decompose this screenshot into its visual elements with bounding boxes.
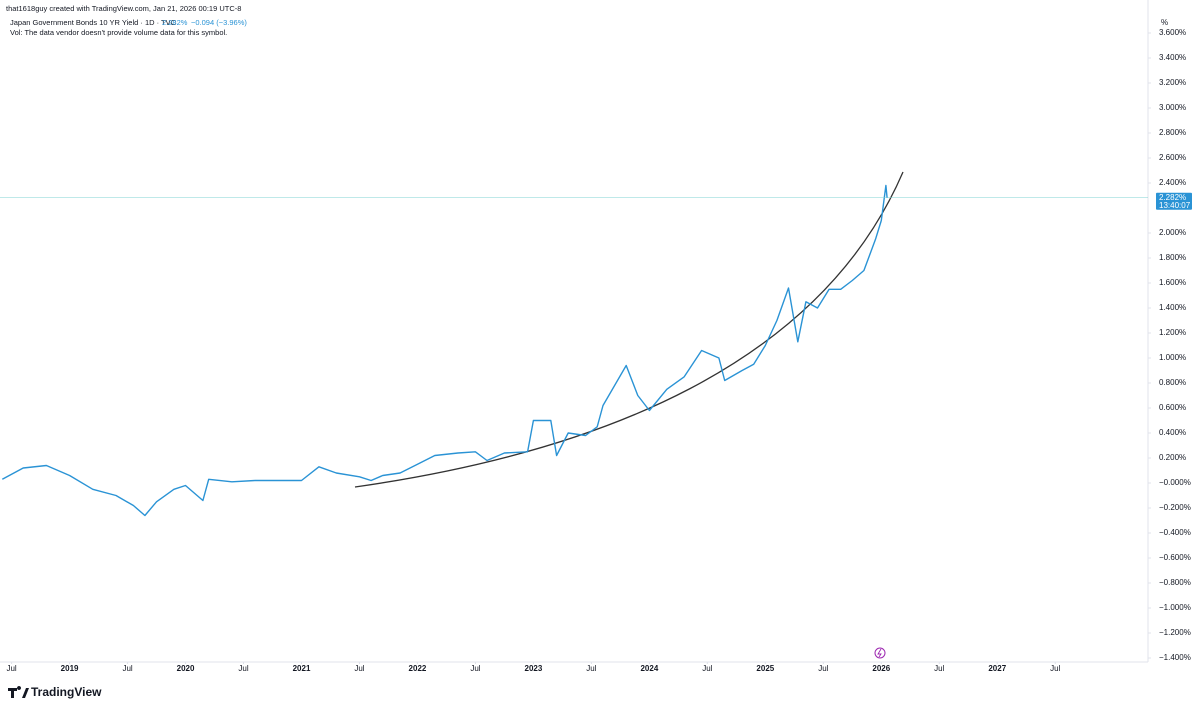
x-tick-label: Jul xyxy=(586,664,596,673)
y-tick-label: 1.600% xyxy=(1159,278,1186,287)
x-tick-label: 2026 xyxy=(872,664,890,673)
countdown: 13:40:07 xyxy=(1159,201,1191,210)
x-tick-label: 2027 xyxy=(988,664,1006,673)
trend-curve xyxy=(354,171,904,488)
x-tick-label: 2023 xyxy=(525,664,543,673)
y-tick-label: −0.000% xyxy=(1159,478,1191,487)
last-value: 2.282% xyxy=(162,18,188,27)
x-tick-label: Jul xyxy=(122,664,132,673)
volume-note: Vol: The data vendor doesn't provide vol… xyxy=(10,28,227,37)
x-tick-label: Jul xyxy=(818,664,828,673)
x-tick-label: 2024 xyxy=(640,664,658,673)
price-label: 2.282% xyxy=(1159,193,1186,202)
price-label-box xyxy=(1156,192,1192,210)
x-tick-label: Jul xyxy=(1050,664,1060,673)
x-tick-label: 2025 xyxy=(756,664,774,673)
y-tick-label: 0.800% xyxy=(1159,378,1186,387)
credit: that1618guy created with TradingView.com… xyxy=(6,4,241,13)
x-tick-label: 2019 xyxy=(61,664,79,673)
y-tick-label: 3.400% xyxy=(1159,53,1186,62)
x-tick-label: 2022 xyxy=(409,664,427,673)
y-tick-label: 2.000% xyxy=(1159,228,1186,237)
brand: TradingView xyxy=(31,685,102,699)
x-tick-label: 2021 xyxy=(293,664,311,673)
y-tick-label: 2.800% xyxy=(1159,128,1186,137)
y-tick-label: 0.600% xyxy=(1159,403,1186,412)
symbol-title: Japan Government Bonds 10 YR Yield · 1D … xyxy=(10,18,177,27)
x-tick-label: Jul xyxy=(470,664,480,673)
y-tick-label: 3.200% xyxy=(1159,78,1186,87)
y-tick-label: 1.400% xyxy=(1159,303,1186,312)
x-tick-label: Jul xyxy=(934,664,944,673)
series-line xyxy=(1,184,888,517)
y-tick-label: −1.200% xyxy=(1159,628,1191,637)
y-tick-label: −0.200% xyxy=(1159,503,1191,512)
y-tick-label: 0.200% xyxy=(1159,453,1186,462)
y-tick-label: 1.800% xyxy=(1159,253,1186,262)
y-tick-label: 1.200% xyxy=(1159,328,1186,337)
y-tick-label: −0.600% xyxy=(1159,553,1191,562)
x-tick-label: Jul xyxy=(702,664,712,673)
unit: % xyxy=(1161,18,1168,27)
y-tick-label: 3.000% xyxy=(1159,103,1186,112)
y-tick-label: 0.400% xyxy=(1159,428,1186,437)
y-tick-label: 1.000% xyxy=(1159,353,1186,362)
y-tick-label: −1.000% xyxy=(1159,603,1191,612)
change: −0.094 (−3.96%) xyxy=(191,18,247,27)
event-icon[interactable] xyxy=(874,647,886,659)
x-tick-label: Jul xyxy=(238,664,248,673)
event-icon-bolt xyxy=(877,648,882,658)
x-tick-label: Jul xyxy=(6,664,16,673)
y-tick-label: −1.400% xyxy=(1159,653,1191,662)
x-tick-label: 2020 xyxy=(177,664,195,673)
y-tick-label: 2.600% xyxy=(1159,153,1186,162)
y-tick-label: −0.400% xyxy=(1159,528,1191,537)
brand-logo xyxy=(8,686,29,698)
y-tick-label: −0.800% xyxy=(1159,578,1191,587)
y-tick-label: 2.400% xyxy=(1159,178,1186,187)
y-tick-label: 3.600% xyxy=(1159,28,1186,37)
x-tick-label: Jul xyxy=(354,664,364,673)
